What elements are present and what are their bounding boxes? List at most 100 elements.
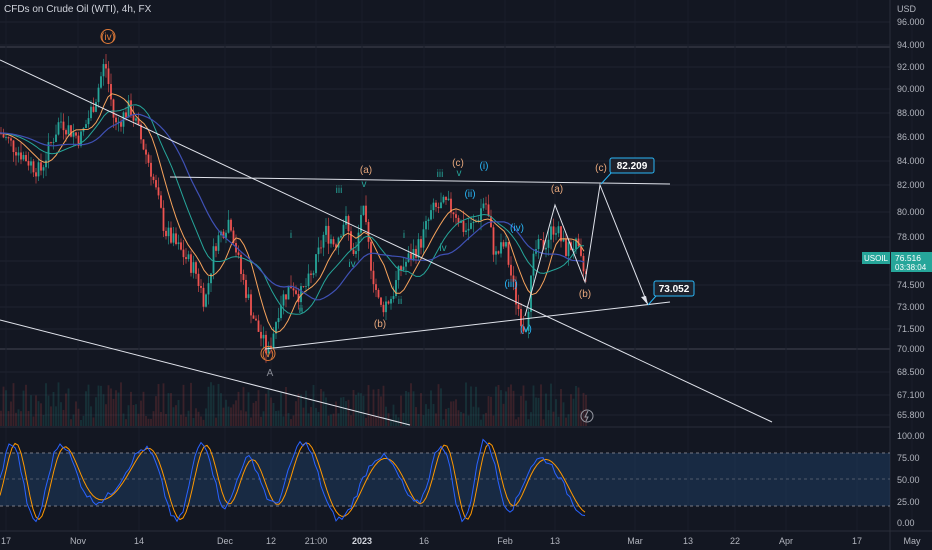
wave-label: ii — [398, 296, 402, 307]
volume-bar — [285, 386, 287, 426]
price-tag — [891, 252, 932, 272]
candle-body — [427, 219, 430, 221]
last-price-badge[interactable]: USOIL 76.516 03:38:04 — [862, 252, 932, 272]
candle-body — [167, 227, 170, 237]
target-box — [653, 280, 695, 297]
candle-body — [150, 162, 152, 177]
triangle-top-line[interactable] — [169, 176, 671, 185]
trend-lines[interactable] — [0, 59, 773, 426]
candle-body — [237, 252, 240, 255]
time-tick-label: May — [903, 536, 921, 546]
wave-label: iv — [439, 243, 446, 254]
candle-body — [330, 239, 332, 244]
candle-body — [325, 225, 327, 235]
price-tick-label: 73.000 — [897, 302, 925, 312]
time-tick-label: Feb — [497, 536, 513, 546]
candle-body — [70, 125, 72, 137]
wave-label: (iv) — [101, 32, 115, 43]
candle-body — [170, 227, 172, 243]
candle-body — [305, 286, 307, 287]
candle-body — [580, 246, 582, 256]
volume-bar — [547, 410, 550, 426]
volume-bar — [572, 398, 575, 426]
candle-body — [132, 115, 135, 121]
oscillator-tick-label: 0.00 — [897, 518, 915, 528]
wave-label: (c) — [595, 163, 607, 174]
time-tick-label: Dec — [217, 536, 234, 546]
volume-bar — [137, 413, 140, 426]
candle-body — [267, 345, 270, 354]
volume-bar — [540, 384, 542, 426]
volume-bar — [405, 390, 407, 426]
target-box-lower[interactable]: 73.052 — [647, 280, 695, 306]
candle-body — [452, 212, 455, 215]
candle-body — [232, 230, 235, 244]
lightning-icon[interactable] — [580, 409, 594, 423]
volume-bar — [222, 407, 225, 426]
candle-body — [340, 235, 342, 238]
candle-body — [317, 247, 320, 255]
candle-body — [470, 222, 472, 229]
volume-bar — [57, 382, 60, 426]
candle-body — [120, 121, 122, 127]
volume-bar — [525, 400, 527, 426]
candle-body — [550, 226, 552, 240]
volume-bar — [237, 391, 240, 426]
volume-bar — [407, 392, 410, 426]
volume-bar — [417, 414, 420, 426]
currency-label: USD — [897, 4, 917, 14]
volume-bar — [377, 388, 380, 426]
target-label: 82.209 — [617, 161, 648, 172]
projection-zigzag[interactable] — [524, 183, 649, 317]
time-axis[interactable]: 17 Nov 14 Dec 12 21:00 2023 16 Feb 13 Mar 13 22 Apr 17… — [1, 536, 921, 546]
volume-bar — [90, 406, 92, 426]
volume-bar — [422, 414, 425, 426]
volume-bar — [245, 411, 247, 426]
chart-title: CFDs on Crude Oil (WTI), 4h, FX — [4, 4, 152, 15]
candle-body — [180, 242, 182, 250]
volume-bar — [385, 406, 387, 426]
volume-bar — [557, 416, 560, 426]
triangle-bottom-line[interactable] — [264, 301, 671, 350]
oscillator-axis[interactable]: 100.00 75.00 50.00 25.00 0.00 — [897, 431, 925, 528]
volume-bar — [120, 382, 122, 426]
volume-bar — [185, 416, 187, 426]
candle-body — [87, 118, 90, 125]
volume-bar — [460, 411, 462, 426]
trend-line-lower-descending[interactable] — [0, 319, 411, 426]
candle-body — [360, 214, 362, 233]
candle-body — [37, 162, 40, 177]
candle-body — [67, 125, 70, 135]
candle-body — [420, 239, 422, 248]
wave-label-circle — [260, 346, 276, 361]
candle-body — [442, 196, 445, 203]
target-box-upper[interactable]: 82.209 — [600, 157, 655, 185]
candle-body — [455, 214, 457, 218]
volume-bar — [142, 391, 145, 426]
volume-bar — [345, 400, 347, 426]
projection-path[interactable] — [524, 183, 649, 317]
candle-body — [310, 273, 312, 275]
volume-bar — [470, 386, 472, 426]
volume-bar — [112, 398, 115, 426]
candle-body — [12, 140, 15, 153]
volume-bar — [135, 404, 137, 426]
volume-bar — [300, 394, 302, 426]
candle-body — [292, 288, 295, 291]
volume-bar — [287, 413, 290, 426]
volume-bar — [225, 399, 227, 426]
candle-body — [250, 294, 252, 316]
target-box — [609, 157, 655, 174]
volume-bar — [490, 396, 492, 426]
candle-body — [272, 333, 275, 348]
trend-line-upper-descending[interactable] — [0, 59, 773, 423]
volume-bar — [440, 388, 442, 426]
volume-bar — [270, 397, 272, 426]
candle-body — [245, 279, 247, 298]
volume-bar — [127, 405, 130, 426]
volume-bar — [157, 384, 160, 426]
ma-mid-line — [0, 104, 585, 315]
volume-bar — [410, 383, 412, 426]
candle-body — [7, 137, 10, 139]
